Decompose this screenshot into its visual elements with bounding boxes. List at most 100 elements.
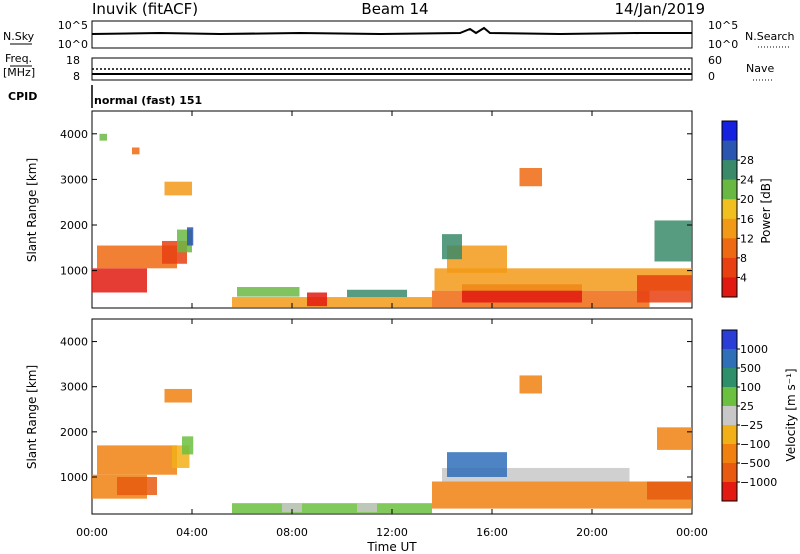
data-cell bbox=[92, 268, 147, 293]
nsearch-tick-top: 10^5 bbox=[708, 19, 738, 32]
colorbar-tick-label: 12 bbox=[740, 232, 754, 245]
x-axis-ticks: 00:00 04:00 08:00 12:00 16:00 20:00 00:00 bbox=[76, 111, 708, 539]
colorbar-tick-label: −100 bbox=[740, 438, 770, 451]
colorbar-tick-label: 16 bbox=[740, 213, 754, 226]
colorbar-tick-label: −500 bbox=[740, 457, 770, 470]
freq-tick-top: 18 bbox=[66, 54, 80, 67]
y-tick-label: 2000 bbox=[60, 219, 88, 232]
data-cell bbox=[164, 181, 192, 196]
nave-label: Nave bbox=[746, 62, 774, 75]
colorbar-swatch bbox=[722, 160, 737, 181]
velocity-y-axis-label: Slant Range [km] bbox=[25, 365, 39, 469]
y-tick-label: 1000 bbox=[60, 265, 88, 278]
power-colorbar: 4 8 12 16 20 24 28 Power [dB] bbox=[721, 120, 773, 298]
data-cell bbox=[654, 220, 692, 262]
colorbar-swatch bbox=[722, 349, 737, 369]
beam-title: Beam 14 bbox=[361, 0, 428, 18]
freq-panel: Freq. [MHz] 18 8 60 0 Nave bbox=[3, 52, 774, 83]
freq-label-2: [MHz] bbox=[3, 66, 35, 79]
colorbar-swatch bbox=[722, 406, 737, 426]
colorbar-swatch bbox=[722, 199, 737, 220]
data-cell bbox=[357, 503, 377, 513]
data-cell bbox=[232, 297, 432, 308]
power-y-axis-label: Slant Range [km] bbox=[25, 158, 39, 262]
cpid-label: CPID bbox=[8, 90, 37, 103]
freq-tick-bottom: 8 bbox=[73, 70, 80, 83]
data-cell bbox=[307, 292, 327, 307]
data-cell bbox=[519, 168, 542, 187]
nave-tick-top: 60 bbox=[708, 54, 722, 67]
colorbar-swatch bbox=[722, 238, 737, 259]
nsearch-tick-bottom: 10^0 bbox=[708, 38, 738, 51]
x-tick-label: 08:00 bbox=[276, 526, 308, 539]
data-cell bbox=[442, 234, 462, 260]
data-cell bbox=[97, 245, 177, 269]
colorbar-swatch bbox=[722, 121, 737, 142]
power-heatmap bbox=[92, 133, 692, 308]
colorbar-swatch bbox=[722, 368, 737, 388]
data-cell bbox=[434, 268, 692, 291]
data-cell bbox=[237, 287, 300, 297]
power-colorbar-label: Power [dB] bbox=[759, 178, 773, 243]
x-tick-label: 00:00 bbox=[76, 526, 108, 539]
data-cell bbox=[187, 227, 194, 246]
colorbar-swatch bbox=[722, 218, 737, 239]
velocity-panel: 1000 2000 3000 4000 Slant Range [km] bbox=[25, 318, 693, 515]
data-cell bbox=[164, 388, 192, 403]
y-tick-label: 4000 bbox=[60, 128, 88, 141]
colorbar-swatch bbox=[722, 277, 737, 298]
colorbar-frame bbox=[721, 329, 738, 502]
nsky-panel: N.Sky 10^5 10^0 10^5 10^0 N.Search bbox=[3, 19, 795, 51]
velocity-colorbar: 1000 500 100 25 −25 −100 −500 −1000 Velocity [m… bbox=[721, 329, 798, 502]
colorbar-swatch bbox=[722, 463, 737, 483]
colorbar-tick-label: 24 bbox=[740, 174, 754, 187]
y-tick-label: 1000 bbox=[60, 471, 88, 484]
data-cell bbox=[117, 476, 157, 496]
freq-label-1: Freq. bbox=[5, 52, 32, 65]
y-tick-label: 4000 bbox=[60, 336, 88, 349]
colorbar-swatch bbox=[722, 387, 737, 407]
data-cell bbox=[232, 503, 432, 514]
velocity-heatmap bbox=[92, 375, 692, 514]
data-cell bbox=[647, 481, 692, 500]
x-tick-label: 04:00 bbox=[176, 526, 208, 539]
colorbar-tick-label: 4 bbox=[740, 271, 747, 284]
nsearch-label: N.Search bbox=[745, 30, 795, 43]
nave-tick-bottom: 0 bbox=[708, 70, 715, 83]
data-cell bbox=[637, 275, 692, 303]
power-panel: 1000 2000 3000 4000 Slant Range [km] bbox=[25, 110, 693, 309]
colorbar-tick-label: −25 bbox=[740, 419, 763, 432]
x-axis-label: Time UT bbox=[366, 540, 417, 554]
data-cell bbox=[282, 503, 302, 513]
data-cell bbox=[657, 427, 692, 450]
y-tick-label: 2000 bbox=[60, 426, 88, 439]
cpid-text: normal (fast) 151 bbox=[94, 94, 202, 107]
data-cell bbox=[519, 375, 542, 394]
date-title: 14/Jan/2019 bbox=[615, 0, 706, 18]
nsky-label: N.Sky bbox=[3, 30, 35, 43]
y-tick-label: 3000 bbox=[60, 381, 88, 394]
velocity-colorbar-label: Velocity [m s⁻¹] bbox=[784, 368, 798, 461]
nsky-tick-bottom: 10^0 bbox=[58, 38, 88, 51]
station-title: Inuvik (fitACF) bbox=[92, 0, 198, 18]
data-cell bbox=[99, 133, 107, 141]
colorbar-tick-label: 20 bbox=[740, 193, 754, 206]
data-cell bbox=[97, 445, 177, 475]
x-tick-label: 00:00 bbox=[676, 526, 708, 539]
colorbar-swatch bbox=[722, 444, 737, 464]
colorbar-tick-label: 1000 bbox=[740, 343, 768, 356]
colorbar-tick-label: 500 bbox=[740, 362, 761, 375]
x-tick-label: 20:00 bbox=[576, 526, 608, 539]
data-cell bbox=[132, 147, 140, 155]
data-cell bbox=[182, 436, 194, 455]
x-tick-label: 12:00 bbox=[376, 526, 408, 539]
colorbar-tick-label: 8 bbox=[740, 252, 747, 265]
data-cell bbox=[347, 289, 407, 298]
x-tick-label: 16:00 bbox=[476, 526, 508, 539]
colorbar-frame bbox=[721, 120, 738, 298]
data-cell bbox=[447, 452, 507, 477]
colorbar-tick-label: 28 bbox=[740, 154, 754, 167]
nsky-tick-top: 10^5 bbox=[58, 19, 88, 32]
colorbar-swatch bbox=[722, 140, 737, 161]
